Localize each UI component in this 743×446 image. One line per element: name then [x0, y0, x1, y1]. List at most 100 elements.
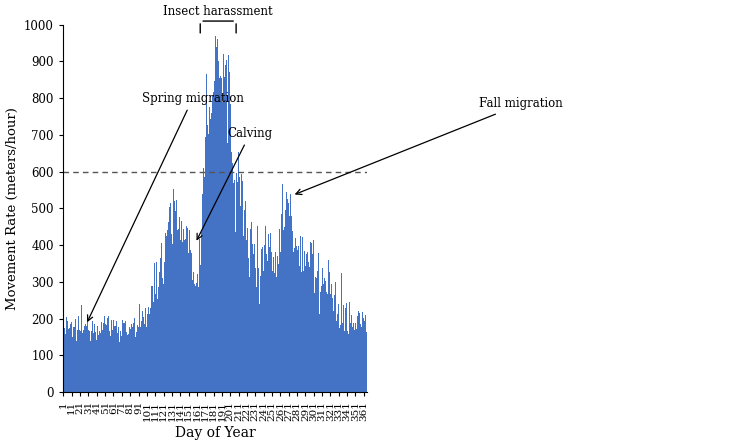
Bar [78, 317, 79, 392]
Bar [109, 331, 110, 392]
Bar [121, 336, 123, 392]
Bar [132, 327, 133, 392]
Bar [193, 272, 194, 392]
Bar [208, 134, 209, 392]
Bar [175, 211, 177, 392]
Bar [342, 321, 343, 392]
Bar [216, 69, 218, 392]
Bar [338, 304, 339, 392]
Bar [265, 226, 266, 392]
Bar [278, 264, 279, 392]
Bar [214, 81, 215, 392]
Bar [97, 326, 98, 392]
Bar [357, 316, 358, 392]
Bar [317, 271, 318, 392]
Bar [294, 248, 295, 392]
Bar [161, 243, 162, 392]
Bar [133, 323, 134, 392]
Bar [315, 277, 316, 392]
Bar [284, 227, 285, 392]
Bar [84, 326, 85, 392]
Bar [328, 260, 329, 392]
Y-axis label: Movement Rate (meters/hour): Movement Rate (meters/hour) [5, 107, 19, 310]
Bar [254, 244, 255, 392]
Bar [130, 329, 131, 392]
Bar [198, 287, 199, 392]
Bar [83, 330, 84, 392]
Bar [259, 304, 260, 392]
Bar [111, 320, 112, 392]
Bar [257, 226, 259, 392]
Bar [350, 323, 351, 392]
Bar [335, 282, 336, 392]
Bar [92, 322, 93, 392]
Bar [332, 298, 334, 392]
Bar [91, 331, 92, 392]
Bar [248, 258, 249, 392]
Bar [303, 271, 304, 392]
Bar [253, 254, 254, 392]
Bar [319, 314, 320, 392]
Bar [229, 73, 230, 392]
Bar [154, 263, 155, 392]
Bar [268, 234, 269, 392]
Bar [77, 330, 78, 392]
Bar [206, 177, 207, 392]
Bar [244, 210, 245, 392]
Bar [191, 270, 192, 392]
Bar [100, 323, 101, 392]
Bar [343, 305, 344, 392]
Bar [356, 330, 357, 392]
Bar [113, 320, 114, 392]
Bar [185, 239, 186, 392]
Bar [196, 283, 198, 392]
Bar [339, 328, 340, 392]
Bar [107, 318, 108, 392]
Bar [76, 322, 77, 392]
Bar [275, 252, 276, 392]
Bar [75, 319, 76, 392]
Bar [70, 325, 71, 392]
Bar [150, 308, 151, 392]
Bar [318, 253, 319, 392]
Bar [180, 240, 181, 392]
Bar [237, 182, 239, 392]
Bar [203, 169, 204, 392]
Bar [213, 92, 214, 392]
Bar [307, 281, 308, 392]
Bar [105, 324, 106, 392]
Bar [207, 125, 208, 392]
Bar [209, 107, 210, 392]
Bar [85, 322, 86, 392]
Bar [110, 335, 111, 392]
Bar [325, 292, 327, 392]
Bar [347, 310, 348, 392]
Bar [308, 262, 309, 392]
Bar [143, 317, 144, 392]
Bar [112, 330, 113, 392]
Bar [165, 233, 166, 392]
Bar [291, 201, 293, 392]
Bar [106, 325, 107, 392]
Bar [277, 256, 278, 392]
Bar [228, 55, 229, 392]
Bar [301, 273, 302, 392]
Bar [69, 328, 70, 392]
Bar [194, 284, 195, 392]
Bar [250, 222, 252, 392]
Bar [227, 143, 228, 392]
Bar [135, 325, 137, 392]
Bar [99, 331, 100, 392]
Bar [186, 226, 187, 392]
Bar [341, 273, 342, 392]
Text: Spring migration: Spring migration [88, 92, 244, 321]
Bar [290, 194, 291, 392]
Bar [218, 62, 219, 392]
Text: Calving: Calving [197, 127, 273, 240]
X-axis label: Day of Year: Day of Year [175, 426, 256, 441]
Bar [345, 303, 347, 392]
Bar [177, 200, 178, 392]
Bar [305, 266, 306, 392]
Bar [267, 261, 268, 392]
Bar [296, 243, 297, 392]
